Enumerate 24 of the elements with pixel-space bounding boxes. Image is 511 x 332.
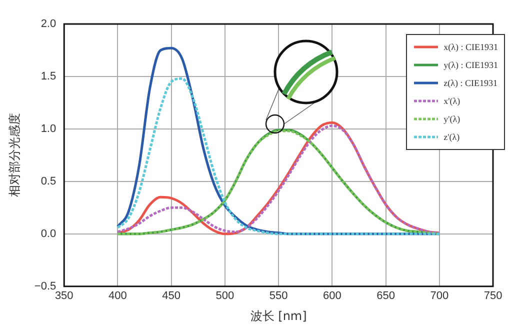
y-tick-label: 0.5: [40, 175, 56, 188]
y-axis-title: 相对部分光感度: [7, 113, 22, 198]
line-series: [116, 77, 441, 236]
x-tick-label: 550: [269, 290, 288, 302]
y-tick-label: 1.5: [40, 70, 56, 83]
y-tick-label: 1.0: [40, 122, 56, 135]
legend-label: y(λ) : CIE1931: [444, 60, 498, 70]
x-tick-label: 500: [216, 290, 234, 302]
x-axis-title: 波长 [nm]: [250, 308, 307, 323]
legend-label: x'(λ): [444, 96, 460, 106]
x-tick-label: 350: [54, 290, 74, 302]
y-tick-label: −0.5: [34, 280, 56, 292]
x-tick-label: 600: [322, 290, 342, 302]
x-tick-label: 700: [430, 290, 449, 302]
x-tick-label: 750: [484, 290, 502, 302]
legend-label: y'(λ): [444, 114, 460, 124]
y-tick-label: 2.0: [40, 18, 56, 30]
legend-label: z(λ) : CIE1931: [444, 78, 498, 88]
x-tick-label: 450: [162, 290, 181, 302]
x-tick-label: 650: [376, 290, 395, 302]
legend-label: z'(λ): [444, 132, 460, 142]
legend-label: x(λ) : CIE1931: [444, 42, 498, 52]
y-tick-label: 0.0: [40, 228, 56, 240]
x-tick-label: 400: [108, 290, 127, 302]
